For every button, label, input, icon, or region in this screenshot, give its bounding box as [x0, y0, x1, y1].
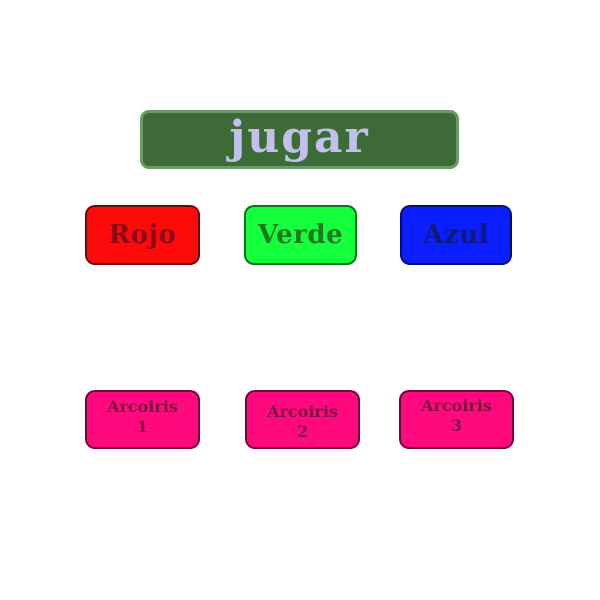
rainbow-1-number: 1: [136, 416, 149, 436]
rainbow-1-word: Arcoiris: [107, 396, 178, 416]
blue-button[interactable]: Azul: [400, 205, 512, 265]
rainbow-2-number: 2: [296, 421, 309, 441]
rainbow-3-button[interactable]: Arcoiris 3: [399, 390, 514, 449]
play-button[interactable]: jugar: [140, 110, 459, 169]
rainbow-2-word: Arcoiris: [267, 401, 338, 421]
rainbow-1-button[interactable]: Arcoiris 1: [85, 390, 200, 449]
green-button[interactable]: Verde: [244, 205, 357, 265]
rainbow-3-word: Arcoiris: [421, 395, 492, 415]
rainbow-2-button[interactable]: Arcoiris 2: [245, 390, 360, 449]
rainbow-3-number: 3: [450, 415, 463, 435]
red-button[interactable]: Rojo: [85, 205, 200, 265]
